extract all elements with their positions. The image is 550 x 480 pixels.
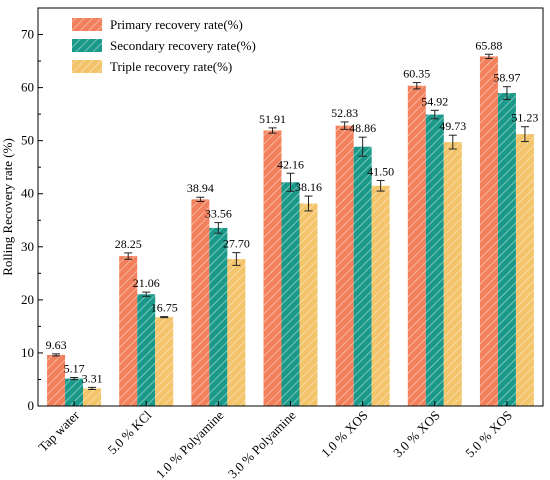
error-bar-secondary-3: [286, 172, 295, 192]
bar-triple-6: [515, 134, 534, 406]
legend-item-secondary: Secondary recovery rate(%): [72, 38, 256, 53]
error-bar-secondary-2: [214, 222, 223, 234]
legend-swatch-secondary: [72, 39, 102, 52]
data-label-triple-2: 27.70: [223, 237, 250, 251]
data-label-primary-5: 60.35: [403, 67, 430, 81]
y-tick-label: 50: [21, 133, 34, 148]
data-label-primary-6: 65.88: [475, 38, 502, 52]
data-label-triple-6: 51.23: [511, 111, 538, 125]
x-tick-label-3: 3.0 % Polyamine: [225, 407, 299, 480]
error-bar-primary-4: [340, 121, 349, 130]
data-label-secondary-0: 5.17: [64, 362, 85, 376]
legend-item-primary: Primary recovery rate(%): [72, 17, 243, 32]
error-bar-primary-3: [268, 127, 277, 134]
error-bar-triple-4: [376, 179, 385, 192]
data-label-primary-2: 38.94: [187, 181, 214, 195]
error-bar-primary-0: [52, 353, 61, 357]
legend-item-triple: Triple recovery rate(%): [72, 59, 232, 74]
error-bar-secondary-6: [502, 86, 511, 100]
bar-primary-2: [191, 199, 210, 406]
x-tick-label-5: 3.0 % XOS: [390, 408, 443, 461]
data-label-secondary-5: 54.92: [421, 94, 448, 108]
error-bar-secondary-4: [358, 136, 367, 157]
error-bar-triple-6: [520, 126, 529, 143]
y-tick-label: 70: [21, 27, 34, 42]
data-label-triple-1: 16.75: [151, 301, 178, 315]
bar-triple-1: [155, 317, 174, 406]
y-axis: 0 10 20 30 40 50 60 70: [21, 27, 43, 413]
legend-swatch-primary: [72, 18, 102, 31]
data-label-primary-0: 9.63: [46, 338, 67, 352]
y-axis-title: Rolling Recovery rate (%): [0, 138, 15, 276]
y-tick-label: 60: [21, 80, 34, 95]
bar-triple-4: [371, 185, 390, 406]
bar-primary-4: [335, 125, 354, 407]
data-label-secondary-6: 58.97: [493, 71, 520, 85]
y-tick-label: 40: [21, 186, 34, 201]
legend-label-secondary: Secondary recovery rate(%): [110, 38, 256, 53]
bar-primary-0: [47, 354, 66, 406]
data-label-triple-5: 49.73: [439, 119, 466, 133]
data-label-secondary-1: 21.06: [133, 276, 160, 290]
error-bar-triple-3: [304, 195, 313, 212]
error-bar-primary-2: [196, 196, 205, 202]
y-tick-label: 20: [21, 292, 34, 307]
error-bar-secondary-1: [142, 291, 151, 297]
y-tick-label: 0: [28, 398, 35, 413]
error-bar-secondary-0: [70, 377, 79, 381]
data-label-secondary-2: 33.56: [205, 207, 232, 221]
x-tick-label-2: 1.0 % Polyamine: [153, 407, 227, 480]
error-bar-secondary-5: [430, 109, 439, 120]
data-label-secondary-4: 48.86: [349, 121, 376, 135]
error-bar-triple-2: [232, 252, 241, 266]
bar-primary-3: [263, 130, 282, 406]
data-labels-layer: 9.63 5.173.31 28.25 21.06 16.75 38.94 33.56 27.…: [46, 38, 539, 385]
bar-triple-0: [83, 388, 102, 406]
error-bar-primary-6: [484, 53, 493, 60]
bar-triple-3: [299, 203, 318, 406]
error-bar-triple-0: [88, 386, 97, 390]
x-tick-label-1: 5.0 % KCl: [105, 407, 155, 457]
error-bars-layer: [52, 53, 529, 390]
data-label-triple-3: 38.16: [295, 180, 322, 194]
bar-secondary-5: [425, 114, 444, 406]
data-label-primary-3: 51.91: [259, 112, 286, 126]
bar-secondary-3: [281, 182, 300, 406]
y-tick-label: 10: [21, 345, 34, 360]
legend: Primary recovery rate(%) Secondary recove…: [72, 17, 256, 74]
bars-layer: [47, 56, 534, 407]
bar-primary-6: [479, 56, 498, 407]
bar-primary-1: [119, 256, 138, 406]
legend-label-triple: Triple recovery rate(%): [110, 59, 232, 74]
y-tick-label: 30: [21, 239, 34, 254]
bar-secondary-2: [209, 227, 228, 406]
error-bar-triple-1: [160, 316, 169, 319]
bar-primary-5: [407, 85, 426, 407]
data-label-primary-1: 28.25: [115, 237, 142, 251]
bar-secondary-0: [65, 378, 84, 406]
x-tick-label-0: Tap water: [35, 407, 82, 454]
legend-label-primary: Primary recovery rate(%): [110, 17, 243, 32]
error-bar-primary-5: [412, 82, 421, 90]
bar-secondary-1: [137, 294, 156, 406]
data-label-primary-4: 52.83: [331, 106, 358, 120]
x-tick-label-4: 1.0 % XOS: [318, 408, 371, 461]
bar-triple-5: [443, 142, 462, 406]
x-tick-label-6: 5.0 % XOS: [462, 408, 515, 461]
legend-swatch-triple: [72, 60, 102, 73]
data-label-triple-4: 41.50: [367, 164, 394, 178]
data-label-triple-0: 3.31: [82, 371, 103, 385]
bar-secondary-4: [353, 146, 372, 406]
bar-secondary-6: [497, 93, 516, 406]
bar-triple-2: [227, 259, 246, 406]
error-bar-triple-5: [448, 134, 457, 150]
error-bar-primary-1: [124, 252, 133, 260]
data-label-secondary-3: 42.16: [277, 157, 304, 171]
